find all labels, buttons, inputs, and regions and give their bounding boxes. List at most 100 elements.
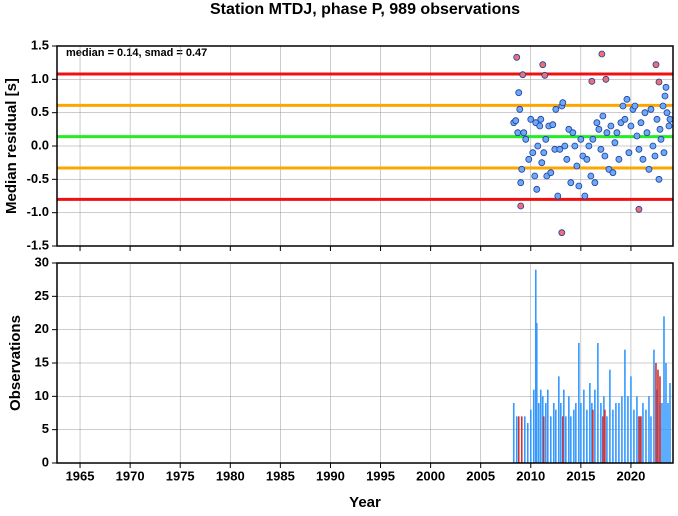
bar — [562, 416, 564, 463]
bar — [639, 416, 641, 463]
point — [613, 129, 621, 137]
point — [637, 119, 645, 127]
point — [577, 135, 585, 143]
bar — [667, 403, 669, 463]
point — [635, 145, 643, 153]
bar — [550, 416, 552, 463]
point — [653, 115, 661, 123]
bar — [580, 403, 582, 463]
point — [512, 117, 520, 125]
y-tick-label: 1.0 — [31, 71, 49, 86]
y-tick-label: 0.5 — [31, 104, 49, 119]
bar — [573, 409, 575, 463]
bar — [615, 403, 617, 463]
bar — [645, 409, 647, 463]
point — [655, 78, 663, 86]
point — [619, 102, 627, 110]
bar — [603, 396, 605, 463]
bar — [606, 416, 608, 463]
point — [569, 129, 577, 137]
point — [603, 129, 611, 137]
point — [589, 135, 597, 143]
bar — [648, 396, 650, 463]
point — [663, 109, 671, 117]
point — [599, 112, 607, 120]
point — [666, 115, 674, 123]
bar — [532, 389, 535, 463]
bar — [591, 403, 593, 463]
bar — [597, 343, 599, 463]
bar — [659, 376, 661, 463]
y-tick-label: -0.5 — [27, 171, 49, 186]
x-tick-label: 2020 — [616, 468, 645, 483]
y-tick-label: 20 — [35, 321, 49, 336]
point — [547, 169, 555, 177]
point — [665, 122, 673, 130]
point — [581, 192, 589, 200]
y-tick-label: 5 — [42, 421, 49, 436]
point — [575, 182, 583, 190]
y-tick-label: 0.0 — [31, 137, 49, 152]
y-tick-label: 1.5 — [31, 37, 49, 52]
point — [534, 142, 542, 150]
point — [601, 152, 609, 160]
point — [611, 139, 619, 147]
bar — [594, 389, 596, 463]
point — [517, 202, 525, 210]
point — [655, 175, 663, 183]
bar — [612, 409, 614, 463]
point — [633, 132, 641, 140]
point — [588, 77, 596, 85]
x-tick-label: 1975 — [166, 468, 195, 483]
point — [540, 149, 548, 157]
point — [518, 165, 526, 173]
y-tick-label: 25 — [35, 288, 49, 303]
bar — [604, 409, 606, 463]
x-tick-label: 1970 — [116, 468, 145, 483]
point — [635, 205, 643, 213]
bar — [661, 403, 663, 463]
bar — [568, 396, 570, 463]
point — [598, 50, 606, 58]
point — [552, 105, 560, 113]
bar — [565, 416, 567, 463]
point — [593, 119, 601, 127]
point — [645, 165, 653, 173]
point — [643, 129, 651, 137]
bar — [529, 409, 532, 463]
point — [661, 92, 669, 100]
point — [571, 142, 579, 150]
bar — [663, 316, 665, 463]
bar — [555, 409, 557, 463]
point — [537, 115, 545, 123]
y-axis-label: Observations — [7, 315, 24, 411]
point — [657, 135, 665, 143]
point — [542, 135, 550, 143]
bar — [609, 369, 611, 463]
point — [602, 75, 610, 83]
bar — [636, 396, 638, 463]
point — [652, 61, 660, 69]
point — [585, 142, 593, 150]
bar — [640, 416, 642, 463]
bar — [534, 269, 537, 463]
point — [519, 71, 527, 79]
bar — [578, 343, 580, 463]
bar — [553, 403, 555, 463]
y-tick-label: 10 — [35, 388, 49, 403]
bar — [575, 403, 577, 463]
bar — [526, 423, 529, 463]
point — [538, 159, 546, 167]
point — [527, 115, 535, 123]
bar — [517, 416, 520, 463]
bar — [539, 389, 542, 463]
bar — [653, 349, 655, 463]
bar — [592, 409, 594, 463]
bar — [630, 376, 632, 463]
bar — [544, 403, 547, 463]
bar — [537, 403, 540, 463]
point — [591, 179, 599, 187]
point — [515, 89, 523, 97]
bar — [656, 389, 658, 463]
point — [520, 129, 528, 137]
